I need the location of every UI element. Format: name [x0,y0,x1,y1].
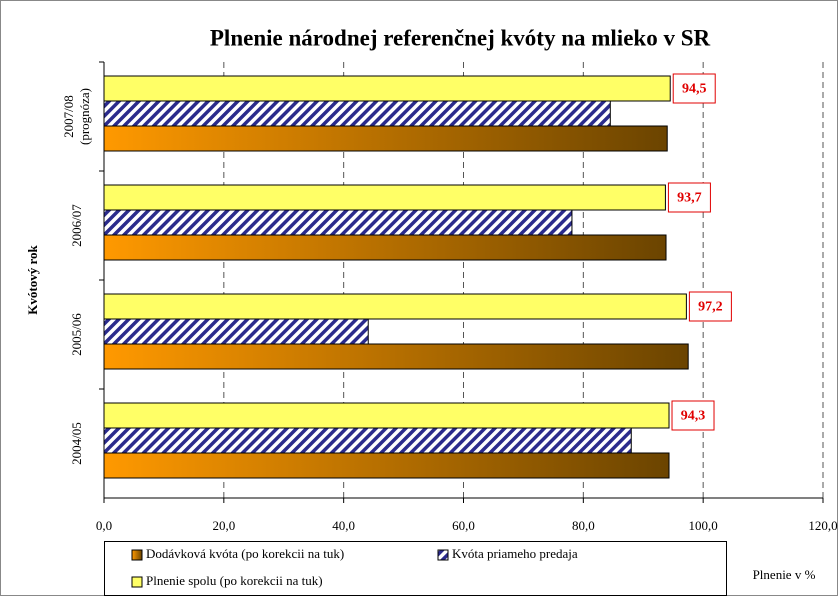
bar [103,343,689,370]
label-line: 2004/05 [69,422,84,465]
x-tick-label: 80,0 [572,518,595,533]
bar [103,293,687,320]
y-tick-label: 2004/05 [69,422,84,465]
legend [104,541,727,596]
value-label: 97,2 [698,300,723,315]
bar [103,209,573,236]
x-tick-label: 20,0 [212,518,235,533]
y-axis-title: Kvótový rok [25,245,40,315]
bar [103,234,667,261]
value-label-box [671,400,715,431]
x-tick-label: 120,0 [808,518,837,533]
label-line: 2007/08 [61,95,76,138]
x-tick-label: 0,0 [96,518,112,533]
legend-label: Dodávková kvóta (po korekcii na tuk) [146,546,344,561]
label-line: 2006/07 [69,204,84,247]
x-tick-label: 40,0 [332,518,355,533]
y-tick-label: 2007/08(prognóza) [61,88,92,145]
legend-label: Kvóta priameho predaja [452,546,578,561]
bar [103,427,632,454]
legend-label: Plnenie spolu (po korekcii na tuk) [146,573,323,588]
bar [103,452,670,479]
legend-swatch [131,549,143,561]
x-tick-label: 100,0 [689,518,718,533]
bar [103,75,671,102]
value-label-box [672,73,716,104]
value-label-box [688,291,732,322]
value-label-box [667,182,711,213]
value-label: 94,5 [682,82,707,97]
x-axis-title: Plnenie v % [753,567,816,582]
x-tick-label: 60,0 [452,518,475,533]
legend-swatch [437,549,449,561]
value-label: 94,3 [681,409,706,424]
bar [103,125,668,152]
bar [103,318,369,345]
label-line: 2005/06 [69,313,84,356]
bar [103,184,666,211]
value-label: 93,7 [677,191,702,206]
legend-swatch [131,576,143,588]
y-tick-label: 2006/07 [69,204,84,247]
bar [103,100,611,127]
bar [103,402,670,429]
label-line: (prognóza) [77,88,92,145]
chart-title: Plnenie národnej referenčnej kvóty na ml… [210,25,711,50]
y-tick-label: 2005/06 [69,313,84,356]
